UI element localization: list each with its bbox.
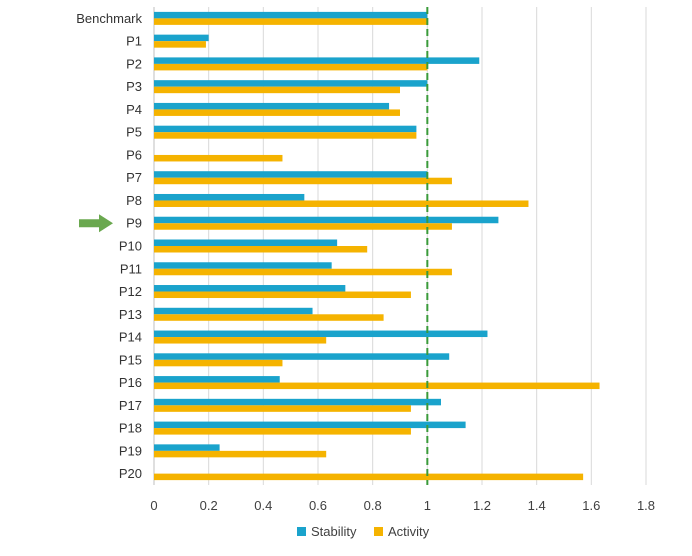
bar-stability-p14: [154, 330, 488, 338]
bar-activity-p12: [154, 291, 411, 299]
bar-activity-benchmark: [154, 18, 428, 25]
bar-activity-p11: [154, 268, 452, 276]
legend-label-stability: Stability: [311, 524, 357, 539]
bar-stability-p3: [154, 80, 428, 87]
bar-activity-p6: [154, 154, 283, 162]
bar-activity-p20: [154, 473, 584, 481]
bar-activity-p9: [154, 223, 452, 230]
x-tick-label-0: 0: [150, 498, 157, 513]
bar-activity-p1: [154, 41, 206, 48]
legend-label-activity: Activity: [388, 524, 430, 539]
bar-activity-p10: [154, 246, 368, 253]
category-label-p2: P2: [126, 56, 142, 71]
bar-activity-p13: [154, 314, 384, 321]
category-label-p14: P14: [119, 330, 142, 345]
x-tick-label-1-8: 1.8: [637, 498, 655, 513]
bar-activity-p14: [154, 337, 327, 344]
bar-activity-p5: [154, 132, 417, 139]
category-label-p5: P5: [126, 125, 142, 140]
bar-stability-p15: [154, 353, 450, 360]
category-label-p7: P7: [126, 170, 142, 185]
bar-activity-p15: [154, 359, 283, 367]
x-tick-label-1: 1: [424, 498, 431, 513]
bar-activity-p16: [154, 382, 600, 390]
bar-stability-p1: [154, 34, 209, 42]
bar-stability-p11: [154, 262, 332, 269]
category-label-p10: P10: [119, 239, 142, 254]
legend-swatch-activity: [374, 527, 383, 536]
category-label-p20: P20: [119, 466, 142, 481]
bar-stability-p4: [154, 102, 390, 110]
category-label-p17: P17: [119, 398, 142, 413]
category-label-p19: P19: [119, 443, 142, 458]
bar-stability-p13: [154, 307, 313, 315]
bars: [154, 11, 600, 481]
bar-stability-p5: [154, 125, 417, 133]
bar-stability-p2: [154, 57, 480, 64]
bar-activity-p18: [154, 428, 411, 435]
x-tick-label-1-4: 1.4: [528, 498, 546, 513]
x-tick-label-1-6: 1.6: [582, 498, 600, 513]
x-tick-label-0-2: 0.2: [200, 498, 218, 513]
bar-activity-p2: [154, 63, 428, 71]
category-label-p4: P4: [126, 102, 142, 117]
category-label-p13: P13: [119, 307, 142, 322]
bar-activity-p19: [154, 450, 327, 458]
bar-stability-p9: [154, 216, 499, 224]
bar-activity-p17: [154, 405, 411, 412]
category-label-p6: P6: [126, 147, 142, 162]
bar-activity-p4: [154, 109, 400, 116]
bar-activity-p8: [154, 200, 529, 207]
x-tick-label-0-8: 0.8: [364, 498, 382, 513]
bar-activity-p7: [154, 177, 452, 185]
category-label-benchmark: Benchmark: [76, 11, 142, 26]
category-labels: Benchmark P1 P2 P3 P4 P5 P6 P7 P8 P9 P10 P11 P12 P13 P…: [76, 11, 142, 481]
legend: Stability Activity: [297, 524, 430, 539]
bar-stability-p16: [154, 376, 280, 383]
category-label-p11: P11: [120, 261, 142, 276]
bar-stability-p17: [154, 398, 441, 406]
x-tick-label-1-2: 1.2: [473, 498, 491, 513]
legend-swatch-stability: [297, 527, 306, 536]
category-label-p9: P9: [126, 216, 142, 231]
category-label-p8: P8: [126, 193, 142, 208]
bar-stability-p19: [154, 444, 220, 451]
bar-activity-p3: [154, 86, 400, 94]
bar-stability-p18: [154, 421, 466, 429]
category-label-p1: P1: [126, 34, 142, 49]
arrow-icon: [79, 214, 113, 233]
x-tick-label-0-4: 0.4: [254, 498, 272, 513]
bar-stability-p10: [154, 239, 338, 246]
highlight-arrow: [79, 214, 113, 233]
category-label-p18: P18: [119, 421, 142, 436]
category-label-p15: P15: [119, 352, 142, 367]
bar-stability-p12: [154, 285, 346, 292]
x-tick-label-0-6: 0.6: [309, 498, 327, 513]
bar-stability-p7: [154, 171, 428, 178]
x-tick-labels: 0 0.2 0.4 0.6 0.8 1 1.2 1.4 1.6 1.8: [150, 498, 655, 513]
category-label-p12: P12: [119, 284, 142, 299]
bar-stability-p8: [154, 193, 305, 201]
bar-stability-benchmark: [154, 11, 428, 19]
category-label-p3: P3: [126, 79, 142, 94]
category-label-p16: P16: [119, 375, 142, 390]
